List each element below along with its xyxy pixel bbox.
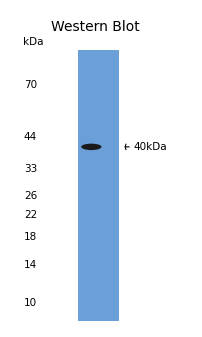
Text: Western Blot: Western Blot xyxy=(51,20,139,34)
Text: 40kDa: 40kDa xyxy=(132,142,166,152)
FancyBboxPatch shape xyxy=(78,50,118,321)
Ellipse shape xyxy=(81,144,101,150)
Text: kDa: kDa xyxy=(23,37,43,47)
